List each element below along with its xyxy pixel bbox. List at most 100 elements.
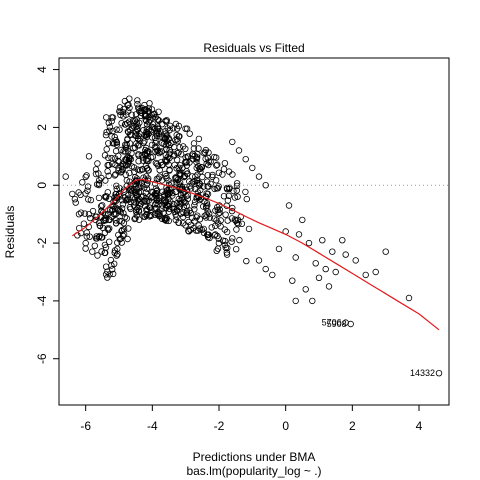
data-point bbox=[233, 246, 239, 252]
data-point bbox=[90, 208, 96, 214]
data-point bbox=[96, 195, 102, 201]
data-point bbox=[106, 239, 112, 245]
data-point bbox=[150, 154, 156, 160]
outlier-point bbox=[296, 232, 302, 238]
data-point bbox=[213, 178, 219, 184]
labeled-point bbox=[436, 370, 442, 376]
data-point bbox=[127, 96, 133, 102]
x-tick-label: -2 bbox=[214, 419, 225, 433]
outlier-point bbox=[243, 156, 249, 162]
data-point bbox=[103, 115, 109, 121]
chart-title: Residuals vs Fitted bbox=[203, 41, 304, 55]
x-axis-sublabel: bas.lm(popularity_log ~ .) bbox=[186, 464, 321, 478]
labeled-points: 1433257065908 bbox=[322, 318, 442, 379]
data-point bbox=[223, 212, 229, 218]
plot-frame bbox=[59, 58, 449, 405]
outlier-point bbox=[263, 266, 269, 272]
outlier-point bbox=[303, 287, 309, 293]
y-tick-label: 2 bbox=[35, 124, 49, 131]
outlier-point bbox=[256, 258, 262, 264]
outlier-point bbox=[63, 174, 69, 180]
outlier-point bbox=[310, 298, 316, 304]
data-point bbox=[196, 136, 202, 142]
data-point bbox=[244, 258, 250, 264]
outlier-point bbox=[290, 278, 296, 284]
outlier-point bbox=[363, 272, 369, 278]
data-point bbox=[221, 166, 227, 172]
outlier-point bbox=[316, 275, 322, 281]
outlier-point bbox=[256, 174, 262, 180]
outlier-point bbox=[236, 148, 242, 154]
outlier-point bbox=[313, 261, 319, 267]
data-point bbox=[201, 226, 207, 232]
point-label: 5908 bbox=[327, 319, 347, 329]
x-tick-label: 2 bbox=[349, 419, 356, 433]
data-point bbox=[81, 221, 87, 227]
outlier-point bbox=[343, 252, 349, 258]
data-point bbox=[104, 147, 110, 153]
outlier-point bbox=[83, 240, 89, 246]
outlier-point bbox=[270, 272, 276, 278]
data-point bbox=[246, 226, 252, 232]
outlier-point bbox=[306, 240, 312, 246]
data-point bbox=[132, 174, 138, 180]
data-point bbox=[237, 237, 243, 243]
x-axis-label: Predictions under BMA bbox=[193, 450, 316, 464]
x-tick-label: -6 bbox=[80, 419, 91, 433]
outlier-point bbox=[353, 258, 359, 264]
outlier-point bbox=[230, 139, 236, 145]
data-point bbox=[83, 174, 89, 180]
outlier-point bbox=[90, 249, 96, 255]
outlier-point bbox=[276, 246, 282, 252]
data-point bbox=[83, 246, 89, 252]
y-tick-label: 4 bbox=[35, 66, 49, 73]
data-point bbox=[103, 264, 109, 270]
outlier-point bbox=[333, 269, 339, 275]
outlier-point bbox=[73, 200, 79, 206]
outlier-point bbox=[406, 295, 412, 301]
data-point bbox=[87, 215, 93, 221]
outlier-point bbox=[326, 284, 332, 290]
outlier-point bbox=[320, 237, 326, 243]
y-tick-label: -2 bbox=[35, 237, 49, 248]
outlier-point bbox=[340, 237, 346, 243]
point-label: 14332 bbox=[410, 368, 435, 378]
outlier-point bbox=[293, 255, 299, 261]
data-point bbox=[220, 172, 226, 178]
y-axis: -6 -4 -2 0 2 4 bbox=[35, 66, 59, 364]
data-point bbox=[243, 189, 249, 195]
outlier-point bbox=[323, 266, 329, 272]
y-tick-label: -4 bbox=[35, 295, 49, 306]
y-axis-label: Residuals bbox=[3, 206, 17, 259]
outlier-point bbox=[86, 154, 92, 160]
data-point bbox=[187, 131, 193, 137]
x-tick-label: 4 bbox=[416, 419, 423, 433]
outlier-point bbox=[330, 249, 336, 255]
data-point bbox=[108, 257, 114, 263]
outlier-point bbox=[383, 249, 389, 255]
data-point bbox=[244, 196, 250, 202]
x-tick-label: 0 bbox=[282, 419, 289, 433]
outlier-point bbox=[70, 191, 76, 197]
data-point bbox=[92, 243, 98, 249]
data-point bbox=[234, 227, 240, 233]
outlier-point bbox=[286, 203, 292, 209]
y-tick-label: -6 bbox=[35, 353, 49, 364]
data-point bbox=[85, 184, 91, 190]
outlier-point bbox=[293, 298, 299, 304]
outlier-point bbox=[80, 180, 86, 186]
data-point bbox=[174, 157, 180, 163]
data-point bbox=[82, 211, 88, 217]
data-point bbox=[124, 216, 130, 222]
data-point bbox=[222, 160, 228, 166]
outlier-point bbox=[250, 165, 256, 171]
data-point bbox=[216, 170, 222, 176]
data-point bbox=[84, 230, 90, 236]
data-point bbox=[230, 236, 236, 242]
y-tick-label: 0 bbox=[35, 182, 49, 189]
x-tick-label: -4 bbox=[147, 419, 158, 433]
data-point bbox=[177, 145, 183, 151]
point-cloud bbox=[72, 96, 252, 281]
outlier-point bbox=[300, 217, 306, 223]
labeled-point bbox=[348, 321, 354, 327]
